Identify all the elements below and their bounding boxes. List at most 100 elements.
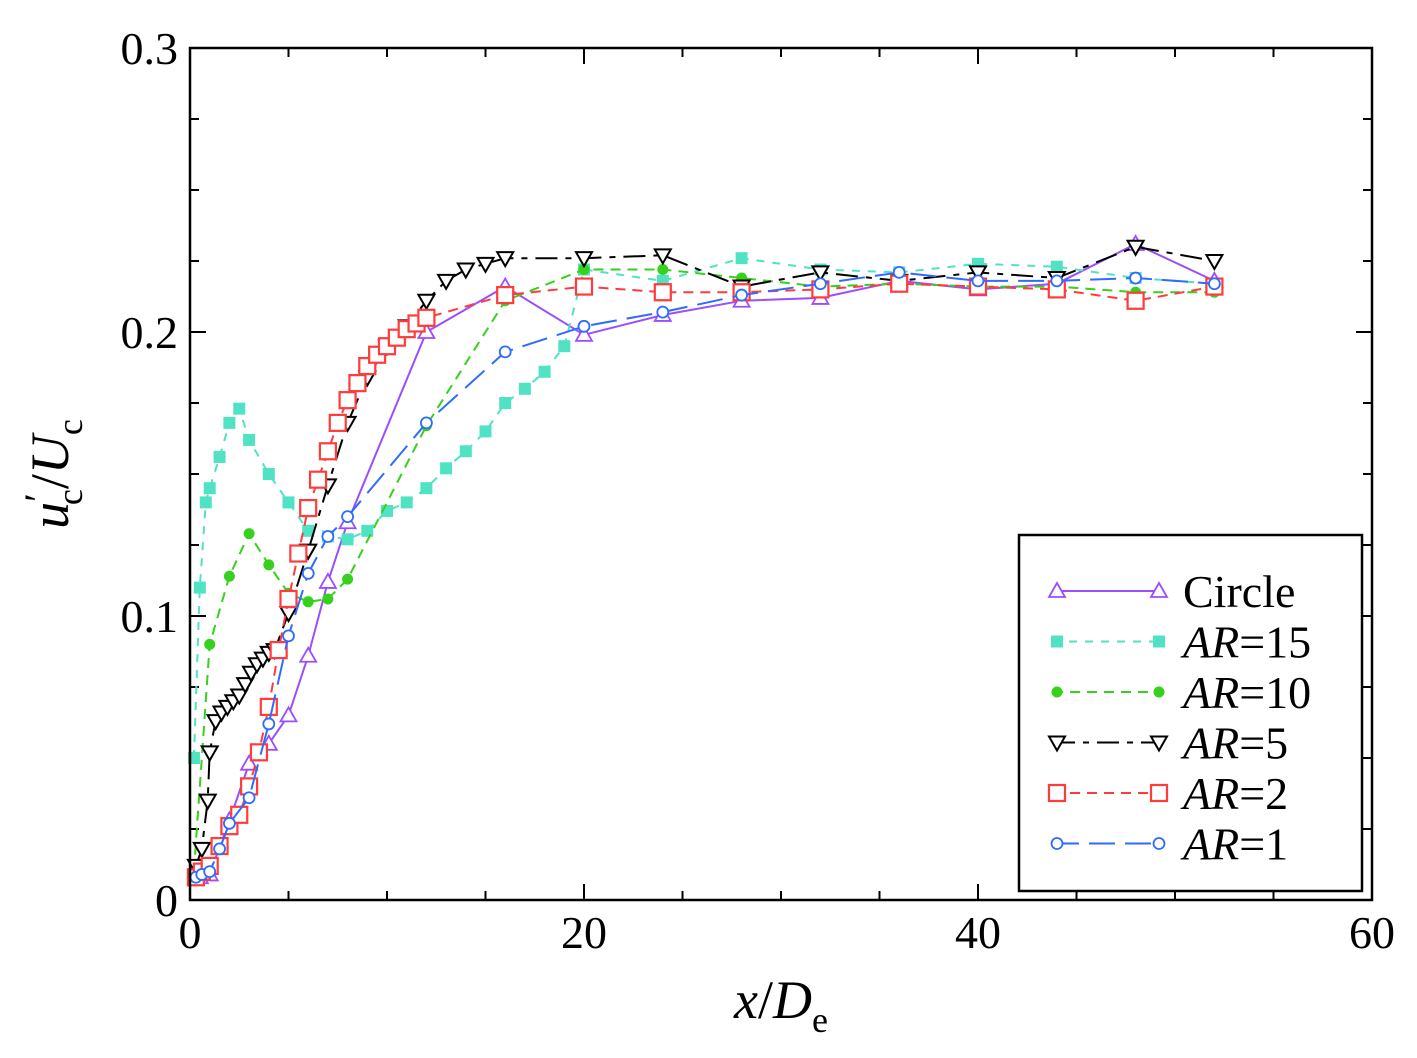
data-point	[436, 273, 456, 291]
y-axis-slash: /	[20, 474, 80, 489]
data-point	[198, 793, 218, 811]
data-point	[348, 374, 367, 393]
legend-label-prefix: AR	[1180, 768, 1239, 819]
data-point	[971, 274, 985, 288]
legend-label-prefix: AR	[1180, 819, 1239, 870]
data-point	[203, 482, 216, 495]
legend-label: AR=10	[1180, 667, 1311, 718]
legend-entry: Circle	[1047, 566, 1295, 617]
data-point	[400, 496, 413, 509]
x-axis-slash: /	[758, 970, 773, 1030]
data-point	[735, 288, 748, 302]
y-axis-var: u	[20, 502, 80, 529]
data-point	[968, 265, 988, 283]
data-point	[230, 805, 249, 824]
data-point	[653, 283, 672, 302]
data-point	[193, 581, 206, 594]
data-point	[479, 425, 492, 438]
legend-marker	[1149, 735, 1169, 753]
data-point	[810, 265, 831, 283]
legend-marker	[1149, 783, 1169, 803]
data-point	[574, 325, 594, 342]
data-point	[1126, 291, 1145, 310]
x-tick-label: 20	[561, 907, 607, 958]
y-axis-sub: c	[50, 489, 90, 505]
legend-label: Circle	[1183, 566, 1295, 617]
legend-label: AR=1	[1180, 819, 1288, 870]
data-point	[233, 402, 246, 415]
series-line	[192, 257, 1215, 759]
legend-label-prefix: AR	[1180, 617, 1239, 668]
data-point	[318, 572, 338, 589]
data-point	[213, 842, 226, 856]
data-point	[1204, 254, 1225, 272]
legend-box	[1017, 533, 1364, 893]
legend-marker	[1152, 837, 1166, 850]
x-axis-var: x	[733, 970, 758, 1030]
data-point	[269, 640, 288, 660]
data-point	[735, 252, 748, 265]
x-tick-label: 60	[1349, 907, 1395, 958]
data-point	[341, 510, 355, 523]
data-point	[499, 397, 512, 409]
data-point	[656, 305, 670, 319]
data-point	[341, 533, 354, 546]
data-point	[475, 256, 496, 274]
data-point	[278, 705, 299, 723]
legend-entry: AR=15	[1051, 617, 1311, 668]
data-point	[892, 265, 906, 279]
data-point	[262, 717, 276, 731]
data-point	[289, 544, 308, 563]
x-tick-label: 0	[179, 907, 202, 958]
data-point	[282, 629, 295, 643]
data-point	[243, 433, 256, 446]
legend-label-suffix: =1	[1239, 819, 1288, 870]
legend-marker	[1047, 783, 1067, 803]
x-axis-var2: D	[772, 970, 812, 1030]
data-point	[577, 319, 591, 333]
series-ar-1	[189, 265, 1221, 884]
data-point	[222, 816, 236, 830]
y-axis-label: u′c/Uc	[16, 419, 90, 529]
data-point	[342, 573, 354, 585]
data-point	[574, 277, 594, 296]
data-point	[518, 382, 531, 395]
plot-frame	[188, 46, 1374, 902]
legend-marker	[1051, 635, 1063, 648]
data-point	[417, 308, 436, 327]
legend-label: AR=2	[1180, 768, 1288, 819]
legend-marker	[1050, 837, 1064, 850]
legend-marker	[1153, 635, 1165, 648]
data-point	[235, 677, 255, 695]
data-point	[496, 285, 515, 305]
data-point	[242, 791, 256, 805]
legend-marker	[1047, 581, 1067, 598]
legend-label-prefix: AR	[1180, 718, 1239, 769]
legend-label-suffix: =2	[1239, 768, 1288, 819]
data-point	[298, 645, 318, 663]
data-point	[229, 688, 249, 706]
data-point	[1125, 239, 1146, 257]
legend-label-prefix: AR	[1180, 667, 1239, 718]
legend-label: AR=15	[1180, 617, 1311, 668]
data-point	[318, 442, 337, 461]
data-point	[361, 524, 374, 537]
data-point	[328, 413, 347, 432]
legend-label: AR=5	[1180, 718, 1288, 769]
y-tick-label: 0.3	[121, 23, 179, 74]
data-point	[213, 450, 226, 463]
legend-marker	[1149, 581, 1169, 598]
data-point	[338, 391, 357, 410]
data-point	[657, 264, 669, 276]
data-point	[419, 416, 433, 430]
legend-label-suffix: =5	[1239, 718, 1288, 769]
data-point	[249, 743, 269, 762]
data-point	[302, 596, 314, 608]
data-point	[243, 528, 255, 540]
data-point	[262, 468, 275, 480]
data-point	[199, 496, 212, 509]
data-point	[1050, 274, 1064, 288]
x-tick-label: 40	[955, 907, 1001, 958]
